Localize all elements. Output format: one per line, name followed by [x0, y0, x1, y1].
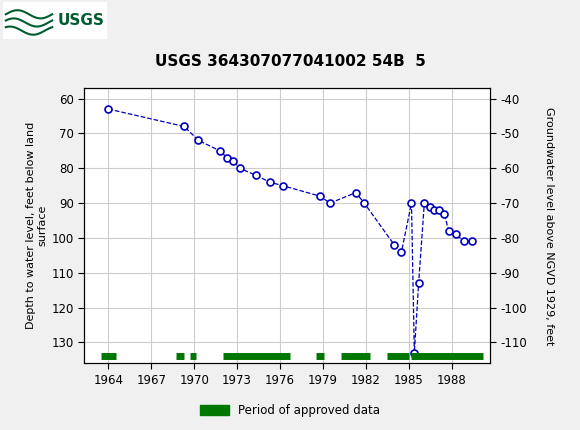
Legend: Period of approved data: Period of approved data: [195, 399, 385, 422]
Text: USGS 364307077041002 54B  5: USGS 364307077041002 54B 5: [154, 54, 426, 69]
Y-axis label: Groundwater level above NGVD 1929, feet: Groundwater level above NGVD 1929, feet: [544, 107, 554, 345]
FancyBboxPatch shape: [3, 2, 107, 39]
Text: USGS: USGS: [58, 13, 105, 28]
Y-axis label: Depth to water level, feet below land
surface: Depth to water level, feet below land su…: [26, 122, 47, 329]
